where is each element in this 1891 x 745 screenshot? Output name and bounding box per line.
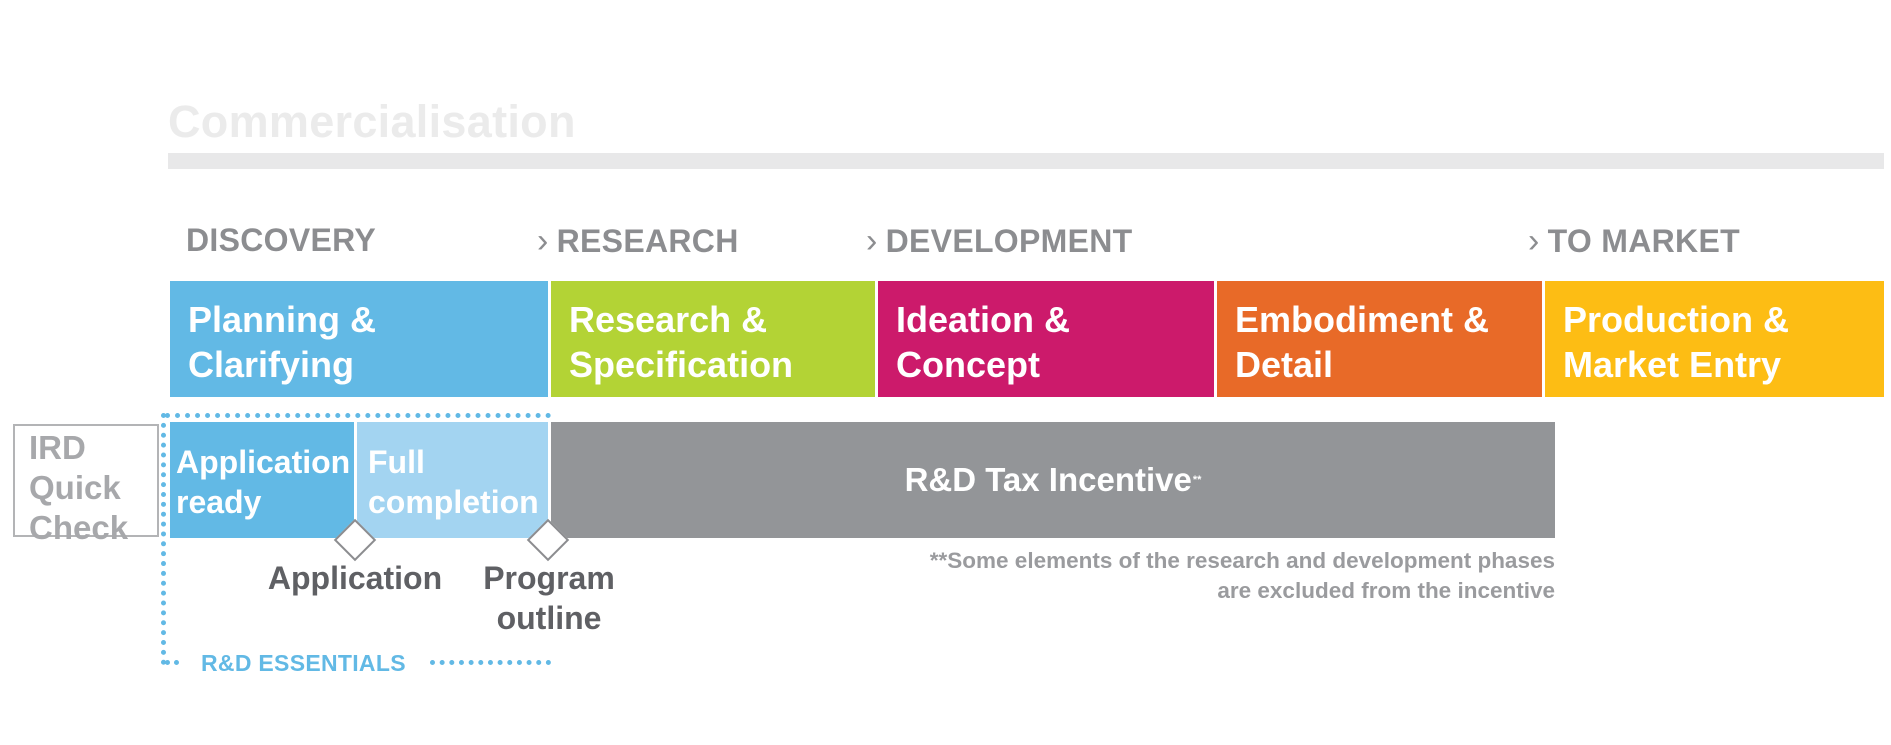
milestone-application: Application — [255, 558, 455, 598]
stage-label-line1: Research & — [569, 299, 768, 340]
milestone-program-outline: Program outline — [449, 558, 649, 638]
stage-label-line1: Ideation & — [896, 299, 1071, 340]
stage-research: Research & Specification — [551, 281, 875, 397]
essentials-outline-bottom-right — [430, 660, 551, 665]
stage-label-line2: Specification — [569, 344, 794, 385]
rd-tax-incentive-bar: R&D Tax Incentive ** — [551, 422, 1555, 538]
commercialisation-bar — [168, 153, 1884, 169]
substage-label-line2: completion — [368, 484, 539, 520]
stage-label-line2: Detail — [1235, 344, 1334, 385]
essentials-outline-bottom-left — [165, 660, 179, 665]
footnote: **Some elements of the research and deve… — [840, 546, 1555, 606]
milestone-label-line1: Program — [483, 560, 615, 596]
essentials-outline-left — [161, 413, 166, 665]
phase-research: › RESEARCH — [537, 222, 739, 261]
substage-label-line1: Application — [176, 444, 351, 480]
stage-production: Production & Market Entry — [1545, 281, 1884, 397]
footnote-line2: are excluded from the incentive — [1217, 578, 1555, 603]
chevron-right-icon: › — [1528, 222, 1540, 260]
substage-full-completion: Full completion — [357, 422, 548, 538]
phase-development: › DEVELOPMENT — [866, 222, 1133, 261]
phase-label: DISCOVERY — [186, 222, 376, 258]
substage-label-line2: ready — [176, 484, 262, 520]
ird-quick-check-box: IRD Quick Check — [13, 424, 159, 546]
chevron-right-icon: › — [537, 222, 549, 260]
rd-tax-incentive-label: R&D Tax Incentive — [904, 461, 1192, 498]
essentials-outline-top — [165, 413, 551, 418]
phase-label: TO MARKET — [1547, 223, 1740, 259]
stage-label-line2: Concept — [896, 344, 1040, 385]
milestone-label-line2: outline — [496, 600, 602, 636]
stage-label-line1: Production & — [1563, 299, 1789, 340]
footnote-line1: **Some elements of the research and deve… — [929, 548, 1555, 573]
stage-label-line2: Clarifying — [188, 344, 355, 385]
rd-tax-incentive-marker: ** — [1192, 474, 1202, 486]
phase-discovery: DISCOVERY — [186, 222, 376, 259]
rd-essentials-label: R&D ESSENTIALS — [201, 650, 406, 676]
stage-planning: Planning & Clarifying — [170, 281, 548, 397]
substage-label-line1: Full — [368, 444, 425, 480]
phase-to-market: › TO MARKET — [1528, 222, 1740, 261]
diagram-title: Commercialisation — [168, 96, 576, 147]
phase-label: RESEARCH — [556, 223, 739, 259]
phase-label: DEVELOPMENT — [885, 223, 1133, 259]
stage-ideation: Ideation & Concept — [878, 281, 1214, 397]
milestone-label-line1: Application — [267, 560, 443, 596]
ird-line1: IRD — [29, 429, 86, 466]
stage-label-line1: Planning & — [188, 299, 376, 340]
chevron-right-icon: › — [866, 222, 878, 260]
stage-embodiment: Embodiment & Detail — [1217, 281, 1542, 397]
stage-label-line2: Market Entry — [1563, 344, 1782, 385]
ird-line2: Quick — [29, 469, 121, 506]
stage-label-line1: Embodiment & — [1235, 299, 1490, 340]
substage-application-ready: Application ready — [170, 422, 354, 538]
ird-line3: Check — [29, 509, 129, 546]
